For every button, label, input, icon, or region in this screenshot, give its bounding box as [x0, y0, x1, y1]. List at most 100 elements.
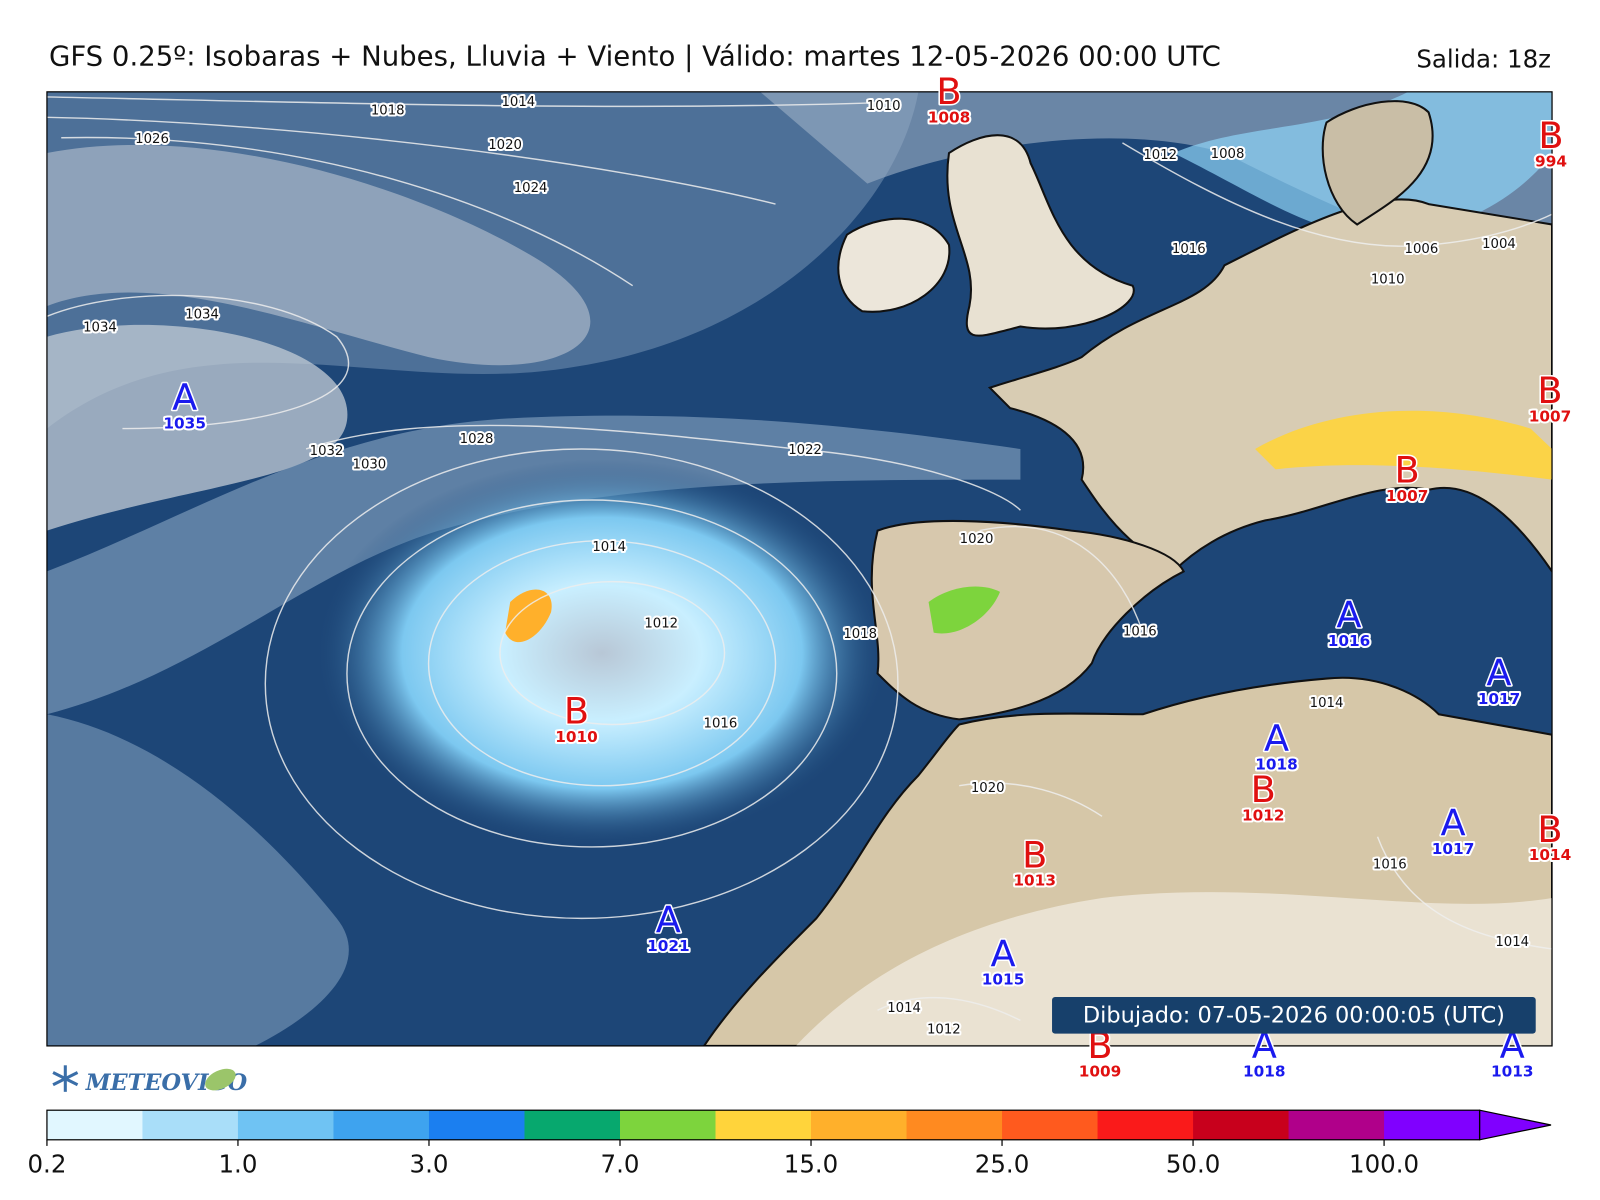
- colorbar-swatch: [1384, 1110, 1481, 1140]
- isobar-label: 1016: [704, 717, 738, 732]
- colorbar-tick-label: 3.0: [410, 1149, 449, 1178]
- isobars: [46, 96, 1553, 1022]
- isobar-label: 1012: [644, 617, 678, 632]
- title: GFS 0.25º: Isobaras + Nubes, Lluvia + Vi…: [49, 40, 1221, 72]
- center-value: 1008: [928, 108, 971, 126]
- colorbar-swatch: [237, 1110, 334, 1140]
- isobar-label: 1012: [1143, 148, 1177, 163]
- isobar-label: 1014: [887, 1001, 921, 1016]
- logo: [52, 1065, 79, 1092]
- rain-area: [1255, 410, 1553, 480]
- colorbar-swatch: [46, 1110, 143, 1140]
- map: [46, 91, 1553, 1046]
- center-value: 1012: [1242, 806, 1285, 824]
- land: [1321, 100, 1434, 226]
- center-letter: B: [1538, 114, 1563, 157]
- land: [870, 519, 1186, 721]
- colorbar-tick-label: 25.0: [975, 1149, 1029, 1178]
- isobar-label: 1032: [310, 444, 344, 459]
- colorbar: 0.2 1.0 3.0 7.0 15.0 25.0 50.0 100.0: [27, 1109, 1552, 1178]
- center-value: 1018: [1243, 1063, 1286, 1081]
- isobar-label: 1026: [135, 132, 169, 147]
- isobar-label: 1018: [843, 627, 877, 642]
- center-letter: A: [1336, 594, 1361, 637]
- rain-area: [505, 589, 552, 643]
- run-label: Salida: 18z: [1416, 44, 1551, 73]
- center-value: 1017: [1478, 690, 1521, 708]
- isobar-label: 1014: [1495, 935, 1529, 950]
- center-letter: A: [1486, 652, 1511, 695]
- center-letter: A: [990, 932, 1015, 975]
- colorbar-swatch: [333, 1110, 430, 1140]
- isobar-label: 1020: [488, 138, 522, 153]
- center-letter: A: [1440, 802, 1465, 845]
- isobar-label: 1006: [1405, 242, 1439, 257]
- isobar-label: 1016: [1172, 242, 1206, 257]
- center-letter: B: [936, 70, 961, 113]
- isobar-label: 1012: [927, 1023, 961, 1038]
- center-letter: A: [172, 376, 197, 419]
- cloud-band: [46, 144, 591, 366]
- isobar-label: 1014: [592, 540, 626, 555]
- isobar-label: 1020: [971, 781, 1005, 796]
- center-value: 1010: [555, 728, 598, 746]
- land: [987, 198, 1553, 574]
- isobar-label: 1010: [1371, 273, 1405, 288]
- colorbar-tick-label: 100.0: [1349, 1149, 1419, 1178]
- center-value: 1035: [163, 415, 206, 433]
- drawn-label: Dibujado: 07-05-2026 00:00:05 (UTC): [1083, 1002, 1505, 1028]
- center-value: 994: [1535, 152, 1567, 170]
- colorbar-tick-label: 1.0: [218, 1149, 257, 1178]
- colorbar-frame: [46, 1109, 1481, 1141]
- colorbar-swatch: [524, 1110, 621, 1140]
- land: [946, 134, 1135, 337]
- isobar-label: 1034: [185, 307, 219, 322]
- colorbar-swatch: [142, 1110, 239, 1140]
- colorbar-tick-label: 15.0: [784, 1149, 838, 1178]
- colorbar-swatch: [1288, 1110, 1385, 1140]
- isobar-label: 1024: [514, 181, 548, 196]
- center-letter: A: [1264, 717, 1289, 760]
- colorbar-swatch: [428, 1110, 525, 1140]
- isobar-label: 1016: [1123, 625, 1157, 640]
- center-value: 1017: [1432, 840, 1475, 858]
- isobar-label: 1030: [353, 457, 387, 472]
- colorbar-tick-label: 0.2: [27, 1149, 66, 1178]
- center-value: 1009: [1079, 1063, 1122, 1081]
- isobar-label: 1014: [502, 95, 536, 110]
- logo-leaf: [205, 1068, 236, 1091]
- cloud-band: [46, 324, 348, 531]
- center-letter: B: [564, 689, 589, 732]
- center-letter: B: [1537, 808, 1562, 851]
- center-value: 1013: [1491, 1063, 1534, 1081]
- isobar-label: 1014: [1310, 696, 1344, 711]
- colorbar-swatch: [715, 1110, 812, 1140]
- map-frame: [46, 91, 1553, 1047]
- center-value: 1016: [1328, 632, 1371, 650]
- center-letter: A: [656, 899, 681, 942]
- center-value: 1018: [1255, 755, 1298, 773]
- colorbar-swatch: [1097, 1110, 1194, 1140]
- colorbar-swatch: [811, 1110, 908, 1140]
- colorbar-swatch: [1002, 1110, 1099, 1140]
- center-value: 1007: [1386, 487, 1429, 505]
- drawn-box: [1052, 996, 1536, 1034]
- isobar-label: 1034: [83, 321, 117, 336]
- isobar-label: 1022: [788, 443, 822, 458]
- land: [837, 217, 951, 313]
- rain-area: [928, 586, 1000, 634]
- center-letter: B: [1251, 768, 1276, 811]
- colorbar-extend: [1478, 1109, 1552, 1141]
- isobar-label: 1028: [460, 432, 494, 447]
- colorbar-swatch: [1193, 1110, 1290, 1140]
- colorbar-tick-label: 7.0: [601, 1149, 640, 1178]
- isobar-label: 1008: [1211, 147, 1245, 162]
- center-letter: B: [1395, 449, 1420, 492]
- center-value: 1021: [647, 937, 690, 955]
- center-letter: B: [1537, 369, 1562, 412]
- low-cloud: [316, 459, 888, 847]
- isobar-label-layer: 1018 1014 1010 1026 1020 1024 1012 1008 1016 1006…: [81, 93, 1531, 1040]
- cloud-band: [46, 415, 1021, 715]
